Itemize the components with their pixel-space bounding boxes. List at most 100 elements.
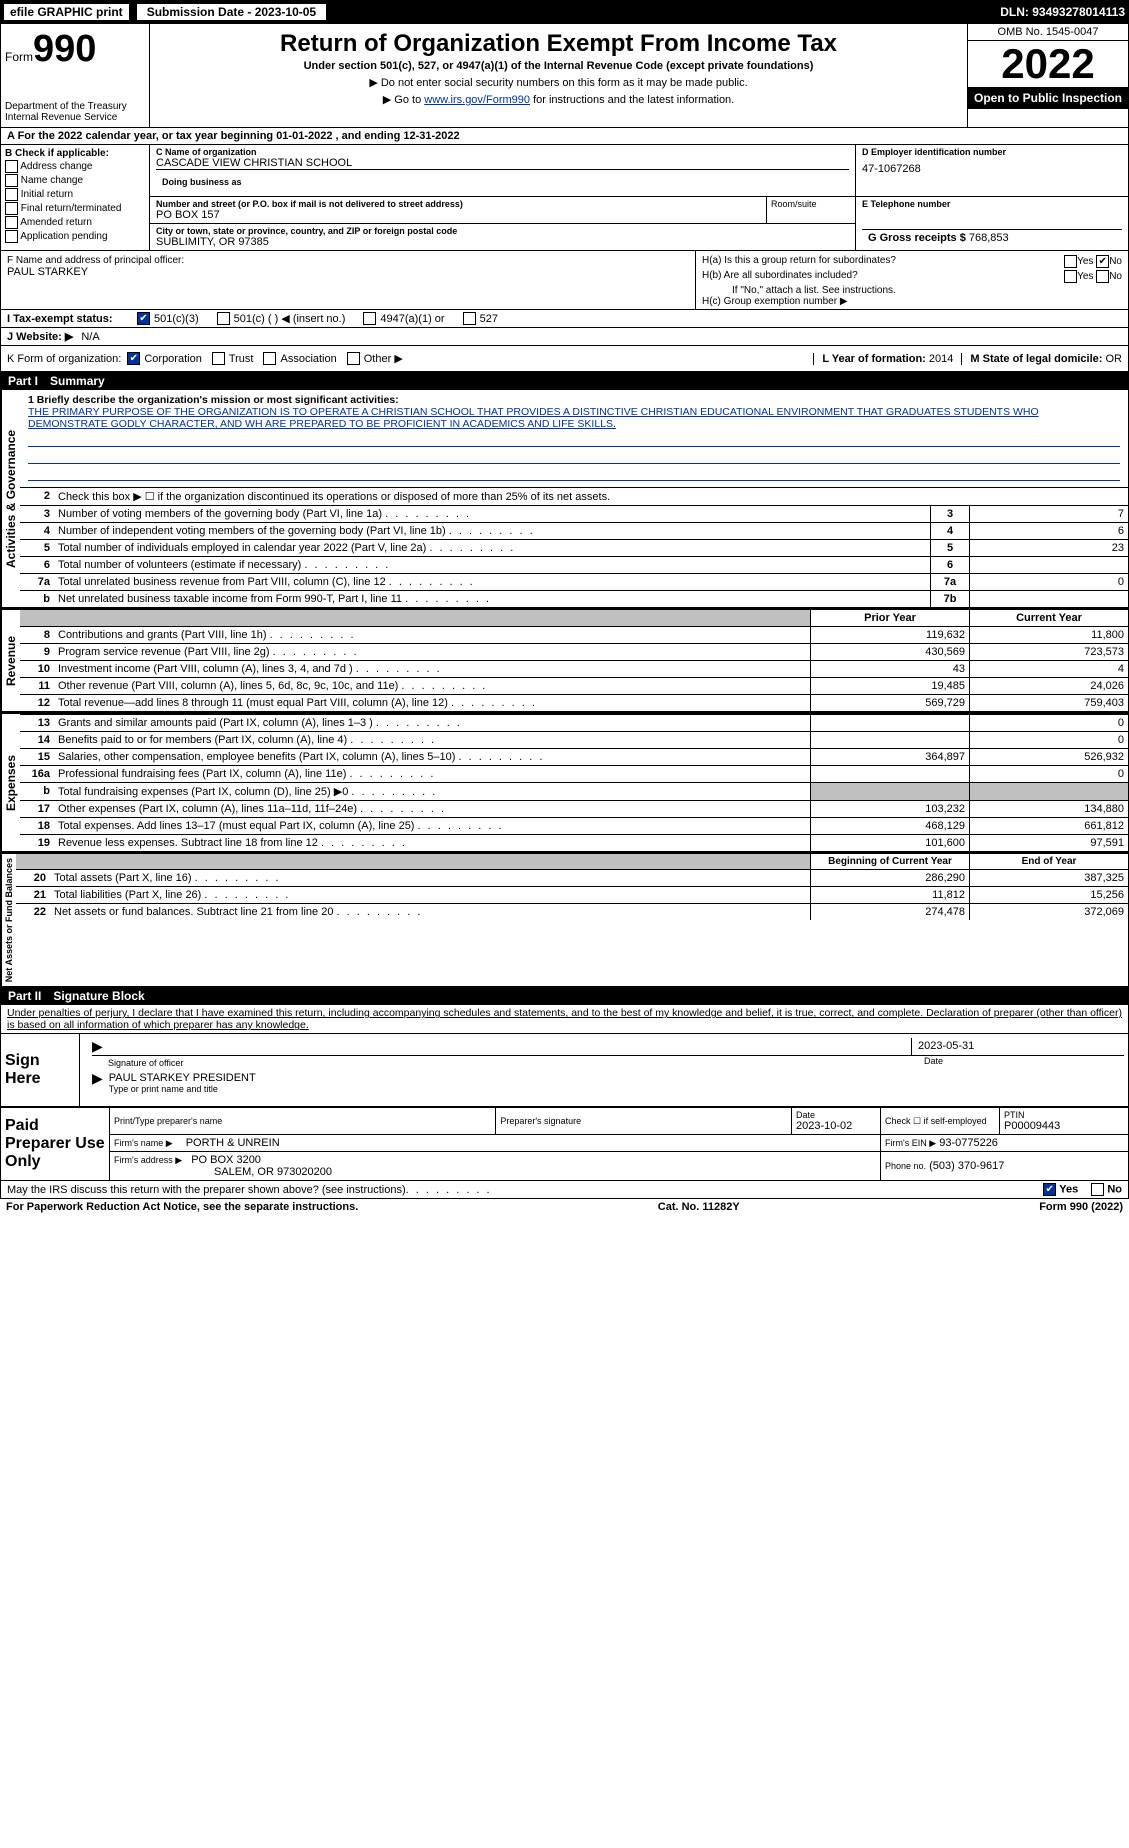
room-suite: Room/suite [766, 197, 855, 223]
check-item[interactable] [5, 160, 18, 173]
check-item[interactable] [5, 188, 18, 201]
d-ein-block: D Employer identification number 47-1067… [856, 145, 1128, 196]
expenses-table: 13Grants and similar amounts paid (Part … [20, 714, 1128, 851]
firm-addr2: SALEM, OR 973020200 [214, 1166, 876, 1178]
current-value: 0 [970, 766, 1129, 783]
telephone-block: E Telephone number G Gross receipts $ 76… [856, 197, 1128, 250]
website-value: N/A [81, 331, 99, 343]
sign-here-label: Sign Here [1, 1034, 80, 1106]
footer: For Paperwork Reduction Act Notice, see … [0, 1199, 1129, 1215]
efile-label: efile GRAPHIC print [4, 4, 129, 20]
current-value: 0 [970, 732, 1129, 749]
penalty-text: Under penalties of perjury, I declare th… [0, 1005, 1129, 1034]
527-checkbox[interactable] [463, 312, 476, 325]
revenue-section: Revenue Prior Year Current Year 8Contrib… [0, 608, 1129, 712]
check-item[interactable] [5, 202, 18, 215]
prior-value: 119,632 [811, 627, 970, 644]
check-item[interactable] [5, 174, 18, 187]
form-id-box: Form 990 Department of the Treasury Inte… [1, 24, 150, 127]
current-value: 134,880 [970, 801, 1129, 818]
current-value: 759,403 [970, 695, 1129, 712]
paid-preparer-label: Paid Preparer Use Only [1, 1108, 110, 1181]
form-title-block: Return of Organization Exempt From Incom… [150, 24, 967, 127]
blank-line [28, 449, 1120, 464]
org-name: CASCADE VIEW CHRISTIAN SCHOOL [156, 157, 849, 169]
current-value: 4 [970, 661, 1129, 678]
discuss-yes-checkbox[interactable] [1043, 1183, 1056, 1196]
gov-value: 6 [970, 523, 1129, 540]
form-header: Form 990 Department of the Treasury Inte… [0, 24, 1129, 128]
prior-value: 274,478 [811, 904, 970, 921]
ha-no-checkbox[interactable] [1096, 255, 1109, 268]
prior-value [811, 732, 970, 749]
footer-right: Form 990 (2022) [1039, 1201, 1123, 1213]
year-box: OMB No. 1545-0047 2022 Open to Public In… [967, 24, 1128, 127]
firm-name: PORTH & UNREIN [186, 1137, 280, 1149]
prep-date: 2023-10-02 [796, 1120, 876, 1132]
governance-label: Activities & Governance [1, 390, 20, 607]
ha-yes-checkbox[interactable] [1064, 255, 1077, 268]
assoc-checkbox[interactable] [263, 352, 276, 365]
prior-value: 19,485 [811, 678, 970, 695]
governance-table: 2Check this box ▶ ☐ if the organization … [20, 487, 1128, 607]
other-checkbox[interactable] [347, 352, 360, 365]
hb-yes-checkbox[interactable] [1064, 270, 1077, 283]
year-formation: 2014 [929, 353, 953, 365]
dln: DLN: 93493278014113 [1000, 5, 1125, 19]
prior-value [811, 715, 970, 732]
check-item[interactable] [5, 216, 18, 229]
current-value: 723,573 [970, 644, 1129, 661]
hb-no-checkbox[interactable] [1096, 270, 1109, 283]
revenue-table: Prior Year Current Year 8Contributions a… [20, 610, 1128, 711]
prior-value [811, 766, 970, 783]
footer-center: Cat. No. 11282Y [658, 1201, 740, 1213]
submission-date: Submission Date - 2023-10-05 [135, 2, 328, 22]
firm-phone: (503) 370-9617 [929, 1160, 1004, 1172]
gov-value: 23 [970, 540, 1129, 557]
501c3-checkbox[interactable] [137, 312, 150, 325]
section-b-identity: B Check if applicable: Address change Na… [0, 145, 1129, 251]
part2-header: Part II Signature Block [0, 987, 1129, 1005]
check-item[interactable] [5, 230, 18, 243]
governance-section: Activities & Governance 1 Briefly descri… [0, 390, 1129, 608]
revenue-label: Revenue [1, 610, 20, 711]
prior-value: 286,290 [811, 870, 970, 887]
c-name-block: C Name of organization CASCADE VIEW CHRI… [150, 145, 856, 196]
501c-checkbox[interactable] [217, 312, 230, 325]
address-block: Number and street (or P.O. box if mail i… [150, 197, 856, 250]
netassets-label: Net Assets or Fund Balances [1, 854, 16, 986]
gross-receipts: G Gross receipts $ 768,853 [862, 229, 1122, 246]
form-subtitle: Under section 501(c), 527, or 4947(a)(1)… [160, 60, 957, 72]
form-number: 990 [33, 28, 96, 71]
blank-line [28, 432, 1120, 447]
discuss-no-checkbox[interactable] [1091, 1183, 1104, 1196]
gov-value: 7 [970, 506, 1129, 523]
prior-value [811, 783, 970, 801]
blank-line [28, 466, 1120, 481]
irs-label: Internal Revenue Service [5, 112, 145, 123]
form-title: Return of Organization Exempt From Incom… [160, 30, 957, 58]
netassets-table: Beginning of Current Year End of Year 20… [16, 854, 1128, 920]
i-tax-exempt: I Tax-exempt status: 501(c)(3) 501(c) ( … [0, 310, 1129, 328]
may-discuss-row: May the IRS discuss this return with the… [0, 1181, 1129, 1199]
current-value: 526,932 [970, 749, 1129, 766]
irs-link[interactable]: www.irs.gov/Form990 [424, 94, 530, 106]
dba-block: Doing business as [156, 169, 849, 194]
firm-ein: 93-0775226 [939, 1137, 998, 1149]
tax-year: 2022 [968, 41, 1128, 87]
current-value: 24,026 [970, 678, 1129, 695]
4947-checkbox[interactable] [363, 312, 376, 325]
mission-text: THE PRIMARY PURPOSE OF THE ORGANIZATION … [28, 406, 1120, 430]
trust-checkbox[interactable] [212, 352, 225, 365]
corp-checkbox[interactable] [127, 352, 140, 365]
current-value: 387,325 [970, 870, 1129, 887]
prior-value: 103,232 [811, 801, 970, 818]
part1-header: Part I Summary [0, 372, 1129, 390]
omb-number: OMB No. 1545-0047 [968, 24, 1128, 41]
public-inspection: Open to Public Inspection [968, 87, 1128, 109]
current-value: 0 [970, 715, 1129, 732]
j-website: J Website: ▶ N/A [0, 328, 1129, 346]
firm-addr1: PO BOX 3200 [191, 1154, 261, 1166]
prior-value: 468,129 [811, 818, 970, 835]
city-value: SUBLIMITY, OR 97385 [156, 236, 849, 248]
